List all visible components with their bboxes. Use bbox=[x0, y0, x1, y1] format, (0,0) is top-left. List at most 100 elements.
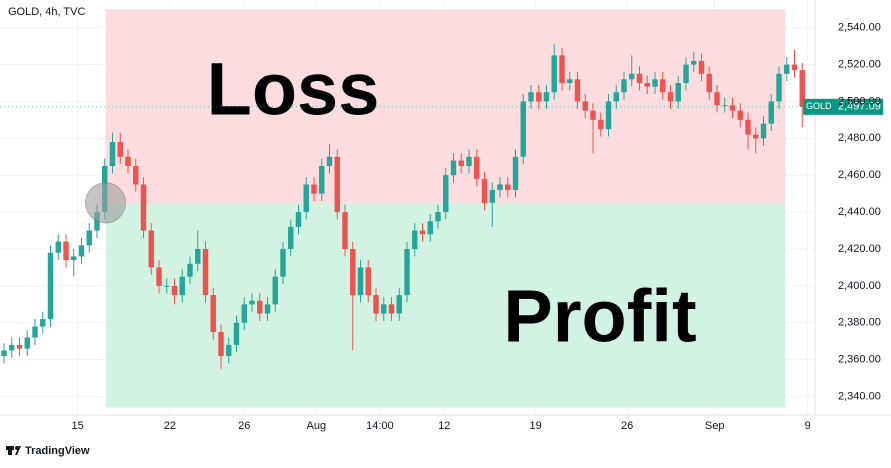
candle-body bbox=[218, 332, 224, 356]
candle-body bbox=[458, 160, 464, 166]
candle-body bbox=[117, 142, 123, 157]
chart-header: GOLD, 4h, TVC bbox=[8, 6, 85, 18]
candle-body bbox=[427, 221, 433, 235]
candle-body bbox=[257, 300, 263, 314]
candle-body bbox=[660, 79, 666, 93]
candle-body bbox=[489, 189, 495, 203]
candle-body bbox=[125, 156, 131, 166]
zone-label: Loss bbox=[207, 48, 380, 131]
candle-body bbox=[776, 73, 782, 102]
candle-body bbox=[148, 230, 154, 268]
candle-body bbox=[636, 73, 643, 83]
candle-body bbox=[404, 249, 410, 296]
candle-body bbox=[272, 276, 278, 305]
candle-body bbox=[264, 304, 271, 314]
candle-body bbox=[714, 92, 720, 106]
x-tick-label: Sep bbox=[705, 420, 725, 432]
candle-body bbox=[164, 285, 170, 287]
candle-body bbox=[760, 123, 767, 139]
candle-body bbox=[86, 230, 92, 246]
candle-body bbox=[71, 256, 77, 261]
last-price-tag bbox=[835, 98, 883, 115]
x-tick-label: 9 bbox=[805, 420, 811, 432]
footer-brand: TradingView bbox=[25, 445, 90, 457]
candle-body bbox=[326, 156, 333, 166]
candle-body bbox=[691, 60, 697, 65]
candle-body bbox=[536, 92, 542, 102]
candle-body bbox=[799, 70, 805, 107]
candle-body bbox=[303, 184, 309, 213]
candle-body bbox=[241, 304, 247, 323]
candle-body bbox=[505, 184, 511, 190]
candle-body bbox=[528, 92, 534, 102]
y-tick-label: 2,420.00 bbox=[838, 243, 881, 255]
candle-body bbox=[559, 55, 565, 83]
candle-body bbox=[729, 105, 736, 111]
candle-body bbox=[319, 166, 325, 194]
candle-body bbox=[543, 92, 550, 102]
zone bbox=[105, 202, 786, 408]
candle-body bbox=[156, 267, 162, 286]
x-tick-label: 15 bbox=[72, 420, 84, 432]
candle-body bbox=[582, 101, 588, 111]
candle-body bbox=[140, 184, 147, 231]
candle-body bbox=[722, 105, 728, 107]
y-tick-label: 2,500.00 bbox=[838, 95, 881, 107]
x-tick-label: 12 bbox=[438, 420, 450, 432]
candle-body bbox=[226, 344, 232, 356]
candle-body bbox=[768, 101, 774, 124]
candle-body bbox=[791, 64, 798, 71]
candle-body bbox=[24, 337, 30, 349]
candle-body bbox=[784, 64, 790, 74]
y-tick-label: 2,460.00 bbox=[838, 169, 881, 181]
candle-body bbox=[481, 178, 488, 203]
y-tick-label: 2,440.00 bbox=[838, 206, 881, 218]
candle-body bbox=[512, 156, 519, 190]
candle-body bbox=[629, 73, 635, 80]
candle-body bbox=[63, 241, 69, 261]
candle-body bbox=[288, 226, 294, 249]
candle-body bbox=[381, 304, 387, 314]
candle-body bbox=[435, 212, 441, 222]
candle-body bbox=[667, 92, 674, 102]
candle-body bbox=[210, 295, 216, 332]
candle-body bbox=[706, 73, 712, 93]
y-tick-label: 2,520.00 bbox=[838, 58, 881, 70]
candle-body bbox=[249, 300, 255, 305]
last-price-label: 2,497.09 bbox=[838, 101, 881, 113]
candle-body bbox=[605, 101, 612, 130]
symbol-tag bbox=[803, 98, 835, 115]
candle-body bbox=[357, 267, 364, 296]
y-tick-label: 2,480.00 bbox=[838, 132, 881, 144]
candle-body bbox=[311, 184, 317, 194]
candle-body bbox=[598, 119, 604, 130]
x-tick-label: 26 bbox=[238, 420, 250, 432]
candle-body bbox=[388, 304, 395, 314]
candle-body bbox=[613, 92, 619, 102]
candle-body bbox=[202, 249, 209, 296]
entry-marker bbox=[85, 182, 127, 224]
candle-body bbox=[109, 142, 116, 166]
x-tick-label: 19 bbox=[530, 420, 542, 432]
y-tick-label: 2,360.00 bbox=[838, 354, 881, 366]
candle-body bbox=[683, 64, 689, 83]
candle-body bbox=[233, 322, 240, 345]
symbol-label: GOLD bbox=[806, 101, 832, 111]
candle-body bbox=[171, 285, 178, 296]
candle-body bbox=[342, 212, 348, 249]
candle-body bbox=[652, 79, 658, 87]
candle-body bbox=[621, 79, 627, 93]
candle-body bbox=[40, 319, 46, 327]
candle-body bbox=[443, 175, 449, 213]
candle-body bbox=[474, 156, 480, 179]
candle-body bbox=[737, 110, 743, 120]
y-tick-label: 2,340.00 bbox=[838, 390, 881, 402]
candle-body bbox=[280, 249, 286, 277]
zone-label: Profit bbox=[503, 275, 696, 358]
candle-body bbox=[350, 249, 356, 296]
candle-body bbox=[187, 263, 193, 277]
candle-body bbox=[373, 295, 379, 314]
x-tick-label: 22 bbox=[164, 420, 176, 432]
candle-body bbox=[520, 101, 526, 157]
